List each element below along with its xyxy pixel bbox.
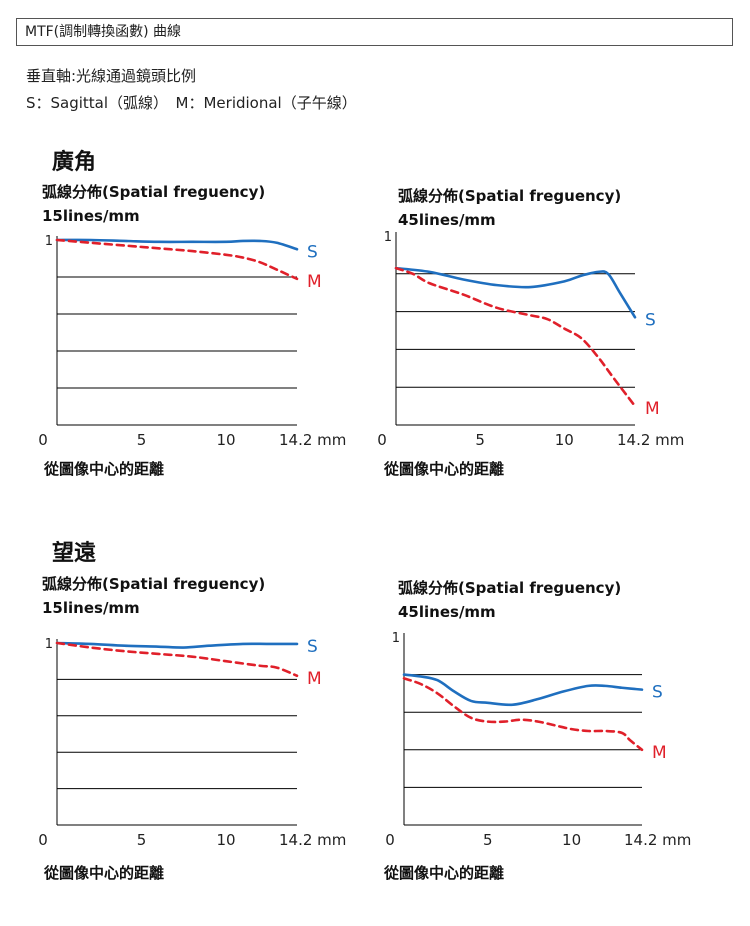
chart-1-series-m-line (394, 266, 637, 408)
chart-1-series-m-label: M (645, 399, 660, 419)
chart-1-title: 弧線分佈(Spatial freguency) (398, 187, 622, 205)
chart-2-series-m-line (55, 641, 299, 678)
chart-3-series-m-label: M (652, 743, 667, 763)
chart-3-xlabel: 從圖像中心的距離 (384, 864, 505, 882)
chart-2-xtick-label-1: 5 (137, 831, 147, 849)
chart-3-header: 弧線分佈(Spatial freguency) 45lines/mm (398, 576, 621, 624)
chart-3-ytick-label: 1 (392, 631, 400, 646)
chart-0-subtitle: 15lines/mm (42, 207, 140, 225)
chart-0-ytick-label: 1 (45, 234, 53, 249)
section-title-tele: 望遠 (52, 541, 97, 566)
chart-1-xtick-label-0: 0 (377, 431, 387, 449)
chart-2-subtitle: 15lines/mm (42, 599, 140, 617)
chart-0-xlabel: 從圖像中心的距離 (44, 460, 165, 478)
chart-2-series-s-line (55, 641, 299, 649)
series-legend-description: S：Sagittal（弧線） M：Meridional（子午線） (26, 94, 357, 112)
chart-1-series-s-label: S (645, 310, 656, 330)
chart-3-series-s-line (402, 673, 644, 707)
chart-1-xtick-label-2: 10 (555, 431, 574, 449)
chart-2-xlabel: 從圖像中心的距離 (44, 864, 165, 882)
chart-2-ytick-label: 1 (45, 637, 53, 652)
chart-0-xtick-label-3: 14.2 mm (279, 431, 346, 449)
chart-3-title: 弧線分佈(Spatial freguency) (398, 579, 622, 597)
section-title-wide: 廣角 (52, 150, 97, 175)
chart-0-xtick-label-1: 5 (137, 431, 147, 449)
page-title: MTF(調制轉換函數) 曲線 (16, 18, 733, 46)
chart-3-xtick-label-1: 5 (483, 831, 493, 849)
chart-2-header: 弧線分佈(Spatial freguency) 15lines/mm (42, 572, 265, 620)
chart-2-xtick-label-2: 10 (216, 831, 235, 849)
chart-2-series-m-label: M (307, 669, 322, 689)
vertical-axis-description: 垂直軸:光線通過鏡頭比例 (26, 67, 197, 85)
chart-3-series-m-line (402, 677, 644, 752)
chart-0-xtick-label-0: 0 (38, 431, 48, 449)
chart-1-xtick-label-3: 14.2 mm (617, 431, 684, 449)
chart-1-subtitle: 45lines/mm (398, 211, 496, 229)
chart-2-title: 弧線分佈(Spatial freguency) (42, 575, 266, 593)
chart-3-subtitle: 45lines/mm (398, 603, 496, 621)
chart-3-xtick-label-3: 14.2 mm (624, 831, 691, 849)
chart-0-title: 弧線分佈(Spatial freguency) (42, 183, 266, 201)
chart-0-xtick-label-2: 10 (216, 431, 235, 449)
chart-3-series-s-label: S (652, 683, 663, 703)
chart-0-series-s-line (55, 238, 299, 251)
chart-1-header: 弧線分佈(Spatial freguency) 45lines/mm (398, 184, 621, 232)
chart-0-header: 弧線分佈(Spatial freguency) 15lines/mm (42, 180, 265, 228)
chart-1-xtick-label-1: 5 (475, 431, 485, 449)
chart-2-series-s-label: S (307, 637, 318, 657)
chart-1-xlabel: 從圖像中心的距離 (384, 460, 505, 478)
chart-0-series-m-label: M (307, 272, 322, 292)
chart-2-xtick-label-3: 14.2 mm (279, 831, 346, 849)
chart-2-xtick-label-0: 0 (38, 831, 48, 849)
chart-1-series-s-line (394, 266, 637, 319)
chart-1-ytick-label: 1 (384, 230, 392, 245)
chart-0-series-m-line (55, 238, 299, 281)
chart-3-xtick-label-2: 10 (562, 831, 581, 849)
chart-0-series-s-label: S (307, 242, 318, 262)
chart-3-xtick-label-0: 0 (385, 831, 395, 849)
